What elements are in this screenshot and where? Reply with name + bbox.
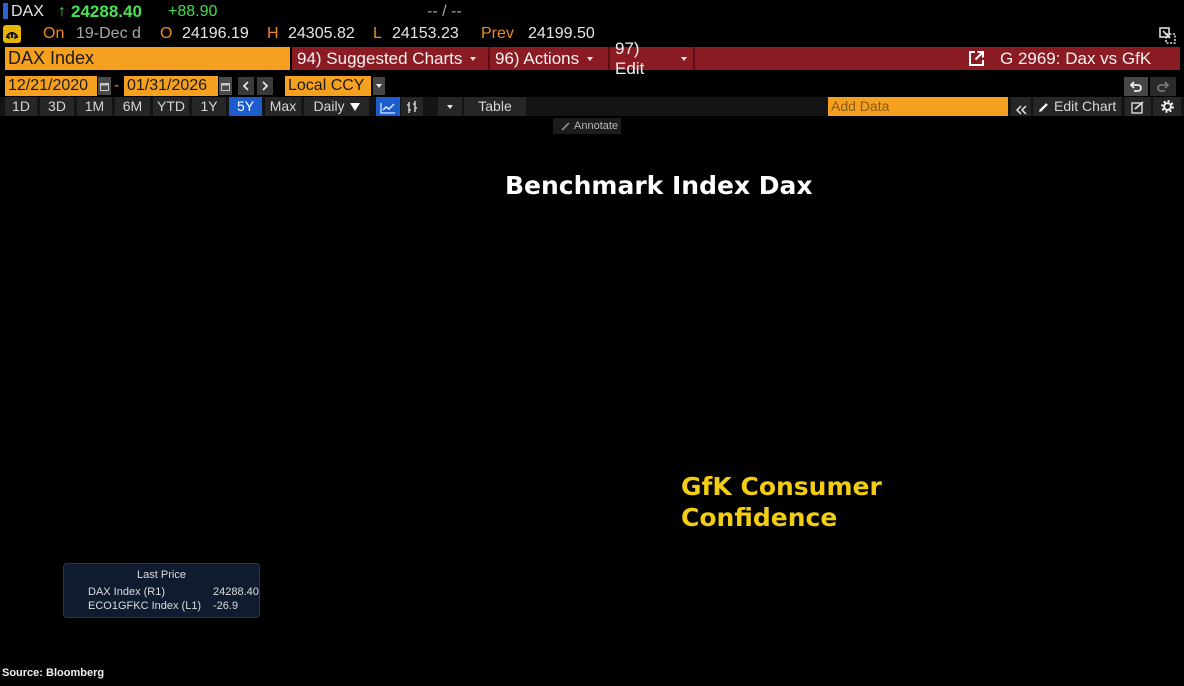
double-chevron-left-icon <box>1015 105 1027 115</box>
end-date-input[interactable]: 01/31/2026 <box>124 76 218 96</box>
legend-title: Last Price <box>137 569 186 581</box>
market-status-icon[interactable] <box>3 25 21 43</box>
legend-value: -26.9 <box>213 600 239 612</box>
annotation-line: GfK Consumer <box>681 472 882 501</box>
annotate-label: Annotate <box>574 120 619 132</box>
period-1m-button[interactable]: 1M <box>77 97 112 116</box>
legend-label: ECO1GFKC Index (L1) <box>88 600 202 612</box>
annotate-button[interactable]: Annotate <box>553 118 621 134</box>
period-ytd-button[interactable]: YTD <box>153 97 189 116</box>
bar-chart-button[interactable] <box>401 97 423 116</box>
period-1y-button[interactable]: 1Y <box>192 97 226 116</box>
menu-edit[interactable]: 97) Edit <box>610 39 695 78</box>
menu-label: 94) Suggested Charts <box>297 48 463 68</box>
chevron-down-icon <box>376 84 382 88</box>
quote-date: 19-Dec d <box>76 25 141 42</box>
redo-button[interactable] <box>1150 77 1176 96</box>
calendar-icon <box>100 82 109 91</box>
chevron-down-icon <box>587 56 594 61</box>
legend-value: 24288.40 <box>213 586 259 598</box>
low-label: L <box>373 25 382 42</box>
undo-icon <box>1130 81 1142 92</box>
legend-label: DAX Index (R1) <box>88 586 166 598</box>
collapse-button[interactable] <box>1011 97 1031 116</box>
security-ticker[interactable]: DAX <box>11 3 44 20</box>
high-value: 24305.82 <box>288 25 355 42</box>
last-price: 24288.40 <box>71 2 142 21</box>
frequency-dropdown[interactable]: Daily <box>304 97 369 116</box>
chevron-down-icon <box>681 56 687 61</box>
undo-button[interactable] <box>1124 77 1148 96</box>
legend-swatch-dax <box>73 587 84 598</box>
edit-chart-button[interactable]: Edit Chart <box>1033 97 1121 116</box>
currency-select[interactable]: Local CCY <box>285 76 371 96</box>
period-1d-button[interactable]: 1D <box>5 97 37 116</box>
chart-options-button[interactable] <box>1125 97 1151 116</box>
pencil-icon <box>1039 102 1048 112</box>
line-chart-button[interactable] <box>376 97 400 116</box>
high-label: H <box>267 25 279 42</box>
menu-label: 97) Edit <box>615 38 645 78</box>
previous-range-button[interactable] <box>238 77 254 95</box>
chevron-left-icon <box>242 81 249 91</box>
start-date-input[interactable]: 12/21/2020 <box>5 76 97 96</box>
edit-chart-label: Edit Chart <box>1054 98 1117 114</box>
chart-legend[interactable]: Last Price DAX Index (R1) 24288.40 ECO1G… <box>63 563 260 618</box>
launch-icon[interactable] <box>968 50 985 72</box>
open-label: O <box>160 25 173 42</box>
chevron-down-icon <box>470 56 477 61</box>
menu-label: 96) Actions <box>495 48 580 68</box>
line-chart-icon <box>380 103 395 114</box>
on-label: On <box>43 25 65 42</box>
annotation-gfk-consumer-confidence: GfK Consumer Confidence <box>681 471 882 533</box>
legend-item-dax[interactable]: DAX Index (R1) 24288.40 <box>73 586 259 599</box>
open-value: 24196.19 <box>182 25 249 42</box>
next-range-button[interactable] <box>257 77 273 95</box>
prev-label: Prev <box>481 25 514 42</box>
redo-icon <box>1157 81 1169 92</box>
chevron-right-icon <box>262 81 269 91</box>
annotation-line: Confidence <box>681 503 838 532</box>
bid-ask: -- / -- <box>427 3 462 20</box>
net-change: +88.90 <box>168 3 218 20</box>
end-date-calendar-button[interactable] <box>219 77 232 95</box>
chevron-down-icon <box>447 105 453 110</box>
intraday-sparkline <box>272 3 358 23</box>
period-max-button[interactable]: Max <box>265 97 301 116</box>
edit-checkbox-icon <box>1131 101 1144 114</box>
chart-type-dropdown[interactable] <box>438 97 462 116</box>
period-6m-button[interactable]: 6M <box>115 97 150 116</box>
security-flag-icon <box>3 3 8 19</box>
pencil-icon <box>561 121 570 131</box>
up-arrow-icon: ↑ <box>58 3 66 20</box>
annotation-benchmark-index-dax: Benchmark Index Dax <box>505 171 813 200</box>
period-5y-button[interactable]: 5Y <box>229 97 262 116</box>
menu-actions[interactable]: 96) Actions <box>490 47 610 70</box>
popout-icon[interactable] <box>1159 27 1177 49</box>
frequency-label: Daily <box>313 98 345 114</box>
table-button[interactable]: Table <box>464 97 526 116</box>
settings-button[interactable] <box>1153 97 1181 116</box>
legend-swatch-gfk <box>73 601 84 612</box>
ohlc-bar-icon <box>407 101 417 113</box>
chart-title: G 2969: Dax vs GfK <box>1000 49 1152 68</box>
security-input[interactable]: DAX Index <box>5 47 290 70</box>
dropdown-triangle-icon <box>349 103 360 112</box>
low-value: 24153.23 <box>392 25 459 42</box>
calendar-icon <box>221 82 230 91</box>
date-separator: - <box>114 77 120 94</box>
add-data-input[interactable]: Add Data <box>828 97 1008 116</box>
legend-item-gfk[interactable]: ECO1GFKC Index (L1) -26.9 <box>73 600 258 613</box>
gear-icon <box>1160 100 1174 113</box>
start-date-calendar-button[interactable] <box>98 77 111 95</box>
prev-value: 24199.50 <box>528 25 595 42</box>
currency-dropdown-button[interactable] <box>373 77 385 95</box>
source-note: Source: Bloomberg <box>2 667 105 679</box>
period-3d-button[interactable]: 3D <box>40 97 74 116</box>
menu-bar: 94) Suggested Charts 96) Actions 97) Edi… <box>292 39 1180 78</box>
menu-suggested-charts[interactable]: 94) Suggested Charts <box>292 47 490 70</box>
